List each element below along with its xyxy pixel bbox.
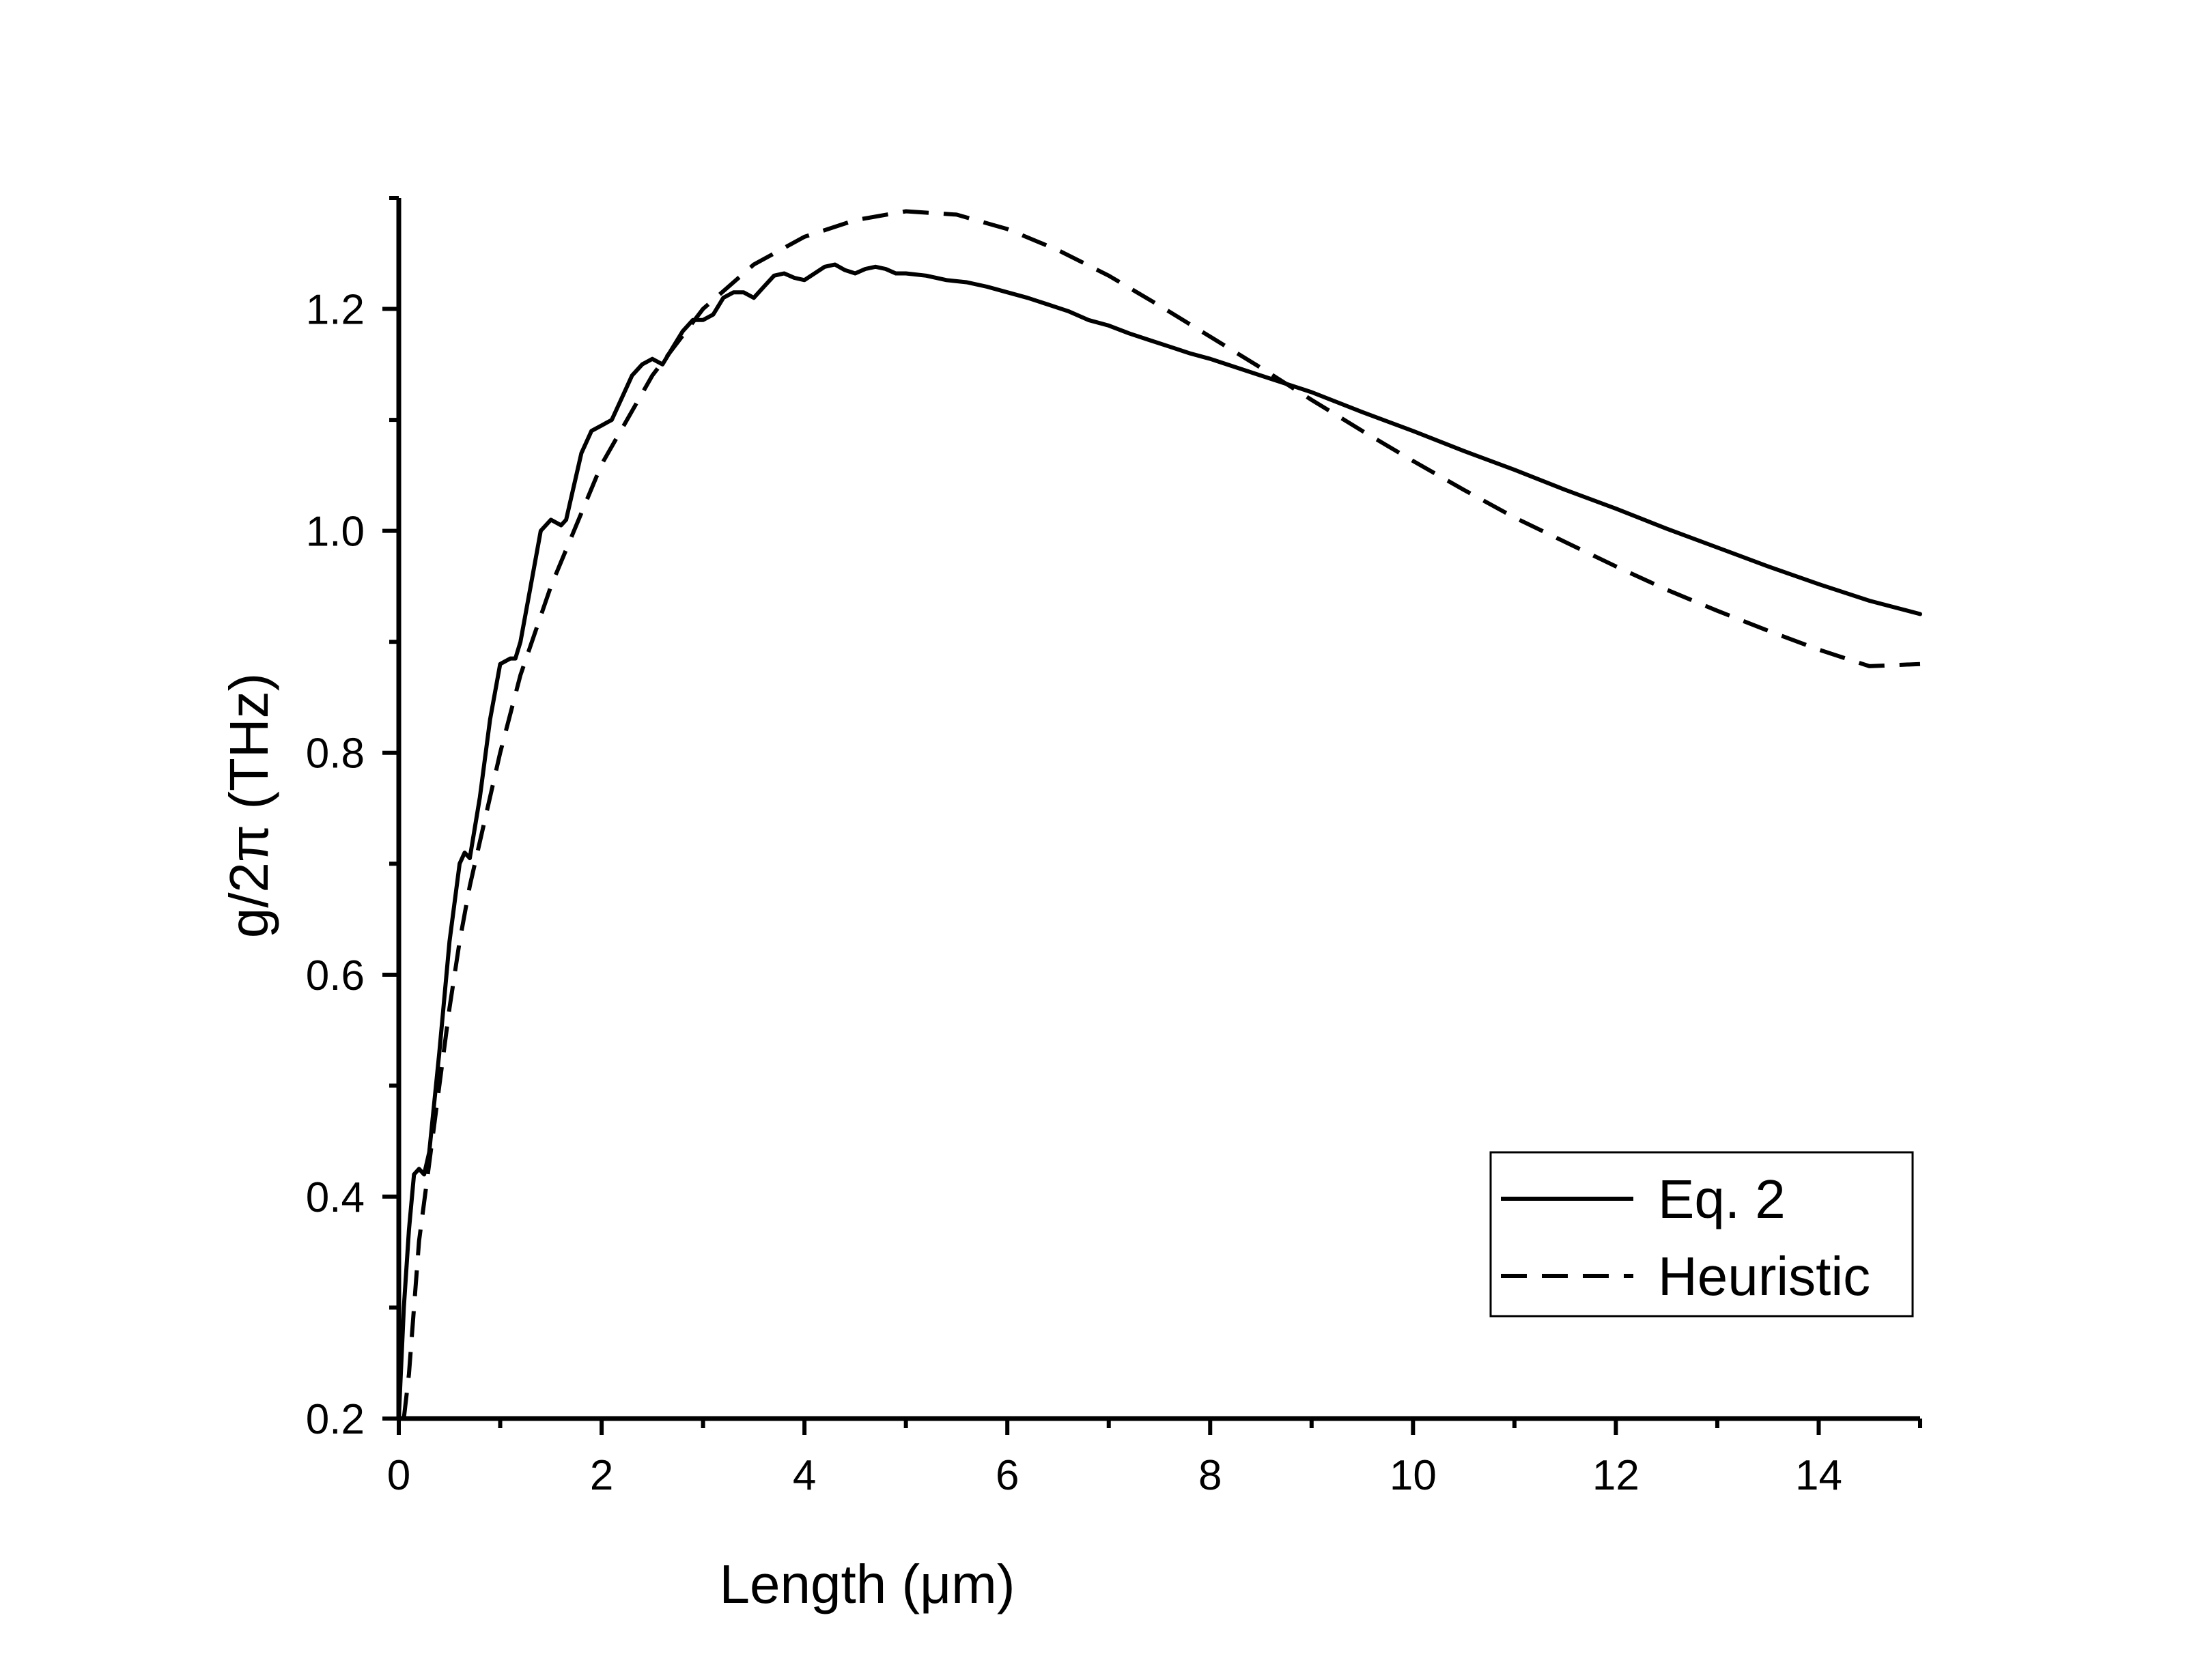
legend: Eq. 2 Heuristic <box>1489 1151 1914 1318</box>
ticks: 0 2 4 6 8 10 12 14 0.2 0.4 0.6 0.8 1.0 1.2 <box>306 196 1922 1499</box>
x-tick-label: 6 <box>996 1452 1019 1499</box>
axes <box>396 198 1920 1421</box>
x-tick-label: 12 <box>1592 1452 1639 1499</box>
legend-label-heuristic: Heuristic <box>1658 1246 1870 1307</box>
y-tick-label: 1.0 <box>306 509 365 556</box>
x-tick-label: 8 <box>1198 1452 1222 1499</box>
legend-label-eq2: Eq. 2 <box>1658 1169 1786 1229</box>
x-tick-label: 14 <box>1795 1452 1842 1499</box>
y-tick-label: 0.2 <box>306 1396 365 1443</box>
x-axis-title: Length (μm) <box>720 1554 1015 1614</box>
y-tick-label: 0.6 <box>306 952 365 999</box>
x-tick-label: 4 <box>793 1452 816 1499</box>
y-axis-title: g/2π (THz) <box>219 673 279 939</box>
x-tick-label: 10 <box>1390 1452 1437 1499</box>
plot-lines <box>397 209 1922 1421</box>
series-line-eq2 <box>397 262 1922 1421</box>
x-tick-label: 2 <box>590 1452 613 1499</box>
x-tick-label: 0 <box>387 1452 410 1499</box>
y-tick-label: 1.2 <box>306 287 365 334</box>
y-tick-label: 0.4 <box>306 1174 365 1221</box>
legend-box <box>1489 1151 1914 1318</box>
y-tick-label: 0.8 <box>306 730 365 778</box>
